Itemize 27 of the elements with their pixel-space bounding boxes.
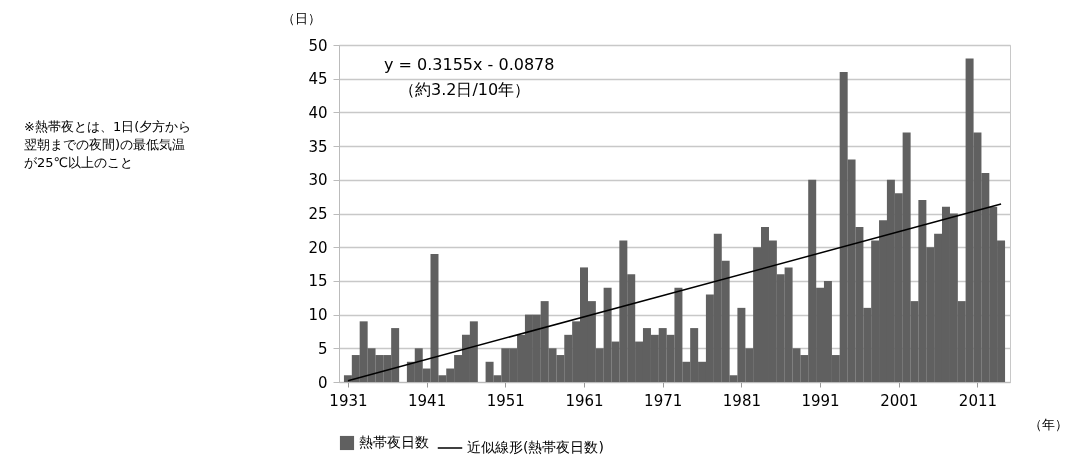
annotation: （約3.2日/10年） xyxy=(399,80,531,99)
y-tick-label: 5 xyxy=(317,339,328,358)
y-axis-title: （日） xyxy=(282,10,321,26)
y-tick-label: 25 xyxy=(308,205,328,223)
x-tick-label: 1961 xyxy=(565,391,604,410)
y-tick-label: 20 xyxy=(308,238,328,257)
y-tick-label: 15 xyxy=(308,272,328,291)
x-tick-label: 1981 xyxy=(722,391,761,410)
y-tick-label: 35 xyxy=(308,137,328,156)
x-tick-label: 1931 xyxy=(329,391,368,410)
text: ※熱帯夜とは、1日(夕方から翌朝までの夜間)の最低気温が25℃以上のこと xyxy=(24,119,192,170)
legend-label: 熱帯夜日数 xyxy=(359,434,429,450)
y-tick-label: 40 xyxy=(308,103,328,122)
x-axis-title: （年） xyxy=(1029,416,1068,432)
x-tick-label: 1941 xyxy=(408,391,447,410)
y-tick-label: 10 xyxy=(308,306,328,325)
annotation: y = 0.3155x - 0.0878 xyxy=(384,55,555,74)
x-tick-label: 1971 xyxy=(644,391,683,410)
x-tick-label: 1951 xyxy=(486,391,525,410)
y-tick-label: 45 xyxy=(308,70,328,89)
legend-label: 近似線形(熱帯夜日数) xyxy=(467,439,604,455)
x-tick-label: 2001 xyxy=(880,391,919,410)
y-tick-label: 30 xyxy=(308,171,328,190)
x-tick-label: 1991 xyxy=(801,391,840,410)
x-tick-label: 2011 xyxy=(958,391,998,410)
y-tick-label: 50 xyxy=(308,36,328,55)
y-tick-label: 0 xyxy=(317,373,328,392)
